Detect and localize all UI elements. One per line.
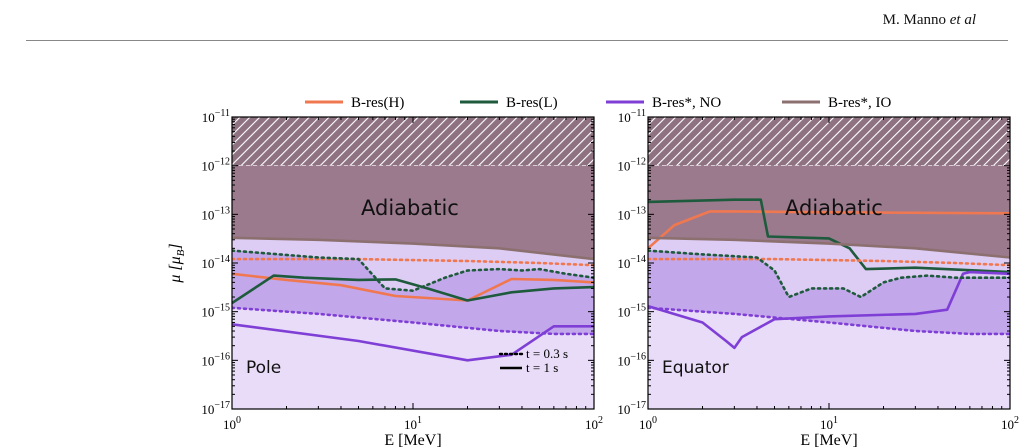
series-line — [648, 198, 1010, 274]
x-tick-label: 102 — [1001, 415, 1019, 432]
y-tick-label: 10−12 — [617, 157, 646, 174]
series-line — [232, 257, 594, 267]
series-line — [648, 210, 1010, 250]
y-tick-label: 10−15 — [617, 303, 646, 320]
plot-regions — [648, 117, 1010, 409]
legend-label: B-res*, IO — [828, 95, 891, 111]
time-legend: t = 0.3 st = 1 s — [498, 346, 568, 375]
y-tick-label: 10−17 — [617, 400, 646, 417]
legend-entry: B-res*, IO — [782, 95, 891, 111]
x-tick-label: 101 — [404, 415, 422, 432]
low-region — [232, 307, 594, 409]
header-rule — [26, 40, 1008, 41]
series-line — [232, 323, 594, 362]
y-tick-label: 10−13 — [617, 205, 646, 222]
y-ticks: 10−17 10−16 10−15 10−14 10−13 10−12 10−11 — [201, 108, 594, 417]
series-line — [232, 274, 594, 305]
author-name: M. Manno — [882, 12, 946, 28]
author-suffix: et al — [949, 12, 976, 28]
series-line — [648, 236, 1010, 259]
y-axis-label: μ [μB] — [167, 243, 187, 283]
y-tick-label: 10−15 — [201, 303, 230, 320]
x-tick-label: 100 — [223, 415, 241, 432]
series-line — [232, 236, 594, 261]
series-line — [648, 249, 1010, 299]
series-group — [232, 236, 594, 362]
series-line — [232, 272, 594, 302]
x-axis-label: E [MeV] — [800, 432, 857, 447]
y-tick-label: 10−16 — [201, 351, 230, 368]
x-tick-label: 102 — [585, 415, 603, 432]
legend-label: B-res(L) — [506, 95, 558, 111]
time-legend-label: t = 1 s — [526, 360, 558, 375]
adiabatic-label: Adiabatic — [361, 196, 459, 220]
hatched-region — [648, 117, 1010, 166]
y-tick-label: 10−17 — [201, 400, 230, 417]
hatched-region — [232, 117, 594, 166]
x-ticks: 100 101 102 — [223, 117, 603, 432]
low-region — [648, 307, 1010, 409]
legend-entry: B-res(H) — [305, 95, 404, 111]
adiabatic-label: Adiabatic — [785, 196, 883, 220]
series-line — [648, 306, 1010, 336]
y-tick-label: 10−14 — [617, 254, 646, 271]
panel-label: Pole — [246, 358, 281, 378]
y-tick-label: 10−11 — [202, 108, 230, 125]
legend: B-res(H) B-res(L) B-res*, NO B-res*, IO — [305, 95, 891, 111]
adiabatic-region — [232, 165, 594, 260]
legend-entry: B-res(L) — [460, 95, 558, 111]
legend-entry: B-res*, NO — [606, 95, 721, 111]
y-ticks: 10−17 10−16 10−15 10−14 10−13 10−12 10−11 — [617, 108, 1010, 417]
running-head: M. Manno et al — [883, 12, 976, 29]
y-tick-label: 10−16 — [617, 351, 646, 368]
legend-label: B-res*, NO — [652, 95, 721, 111]
y-tick-label: 10−11 — [618, 108, 646, 125]
series-line — [232, 249, 594, 293]
series-group — [648, 198, 1010, 350]
legend-label: B-res(H) — [351, 95, 404, 111]
x-axis-label: E [MeV] — [384, 432, 441, 447]
time-legend-label: t = 0.3 s — [526, 346, 568, 361]
x-tick-label: 101 — [820, 415, 838, 432]
series-line — [232, 306, 594, 336]
series-line — [648, 270, 1010, 350]
y-tick-label: 10−13 — [201, 205, 230, 222]
x-ticks: 100 101 102 — [639, 117, 1019, 432]
series-line — [648, 257, 1010, 267]
x-tick-label: 100 — [639, 415, 657, 432]
y-tick-label: 10−12 — [201, 157, 230, 174]
panel-label: Equator — [662, 358, 729, 378]
y-tick-label: 10−14 — [201, 254, 230, 271]
